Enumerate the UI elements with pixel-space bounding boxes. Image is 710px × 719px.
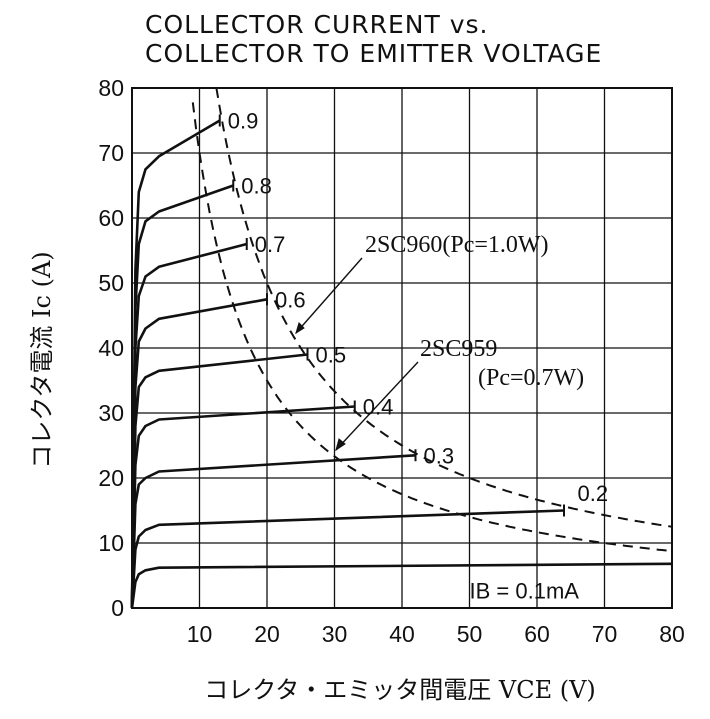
series-line [130, 562, 673, 609]
y-tick-label: 60 [98, 205, 124, 231]
y-tick-label: 10 [98, 530, 124, 556]
x-tick-label: 50 [457, 621, 483, 647]
series-label: 0.9 [228, 109, 259, 134]
power-dissipation-curves [191, 87, 673, 553]
series-label: 0.6 [275, 287, 306, 312]
series-line [130, 242, 248, 609]
y-tick-label: 50 [98, 270, 124, 296]
x-tick-label: 60 [524, 621, 550, 647]
annotation-leader-2sc959 [335, 361, 419, 451]
chart-title-line-1: COLLECTOR CURRENT vs. [145, 10, 489, 39]
series-line [130, 119, 221, 609]
series-label: 0.7 [255, 232, 286, 257]
series-label: 0.2 [578, 481, 609, 506]
x-tick-label: 30 [322, 621, 348, 647]
power-curve-2SC960 [215, 87, 673, 528]
y-tick-label: 0 [111, 595, 124, 621]
y-tick-label: 20 [98, 465, 124, 491]
y-tick-label: 80 [98, 75, 124, 101]
y-tick-label: 30 [98, 400, 124, 426]
annotation-2sc960: 2SC960(Pc=1.0W) [365, 232, 549, 258]
annotation-2sc959-pc: (Pc=0.7W) [478, 365, 584, 391]
annotations: 2SC960(Pc=1.0W) 2SC959 (Pc=0.7W) [295, 232, 584, 452]
annotation-2sc959-name: 2SC959 [420, 336, 497, 362]
series-line [130, 353, 308, 609]
series-label: 0.5 [316, 343, 347, 368]
series-label: IB = 0.1mA [470, 578, 580, 603]
annotation-arrow-2sc959 [335, 438, 346, 452]
x-tick-label: 70 [592, 621, 618, 647]
grid [132, 87, 673, 609]
x-tick-label: 40 [389, 621, 415, 647]
series-label: 0.3 [424, 443, 455, 468]
x-axis-label: コレクタ・エミッタ間電圧 VCE (V) [204, 676, 596, 704]
y-tick-label: 40 [98, 335, 124, 361]
x-tick-label: 80 [659, 621, 685, 647]
y-tick-label: 70 [98, 140, 124, 166]
x-tick-label: 20 [254, 621, 280, 647]
series-group [130, 114, 673, 609]
series-label: 0.8 [241, 174, 272, 199]
x-tick-label: 10 [187, 621, 213, 647]
y-axis-label: コレクタ電流 Ic (A) [28, 251, 56, 468]
power-curve-2SC959 [191, 102, 673, 553]
annotation-leader-2sc960 [295, 257, 363, 334]
series-line [130, 405, 355, 609]
chart-title: COLLECTOR CURRENT vs. COLLECTOR TO EMITT… [145, 10, 602, 68]
axes: 10 20 30 40 50 60 70 80 0 10 20 30 40 50 60 70 80 [98, 75, 684, 647]
annotation-arrow-2sc960 [295, 322, 305, 335]
series-line [130, 184, 234, 609]
plot-frame [131, 87, 673, 609]
chart-title-line-2: COLLECTOR TO EMITTER VOLTAGE [145, 39, 602, 68]
